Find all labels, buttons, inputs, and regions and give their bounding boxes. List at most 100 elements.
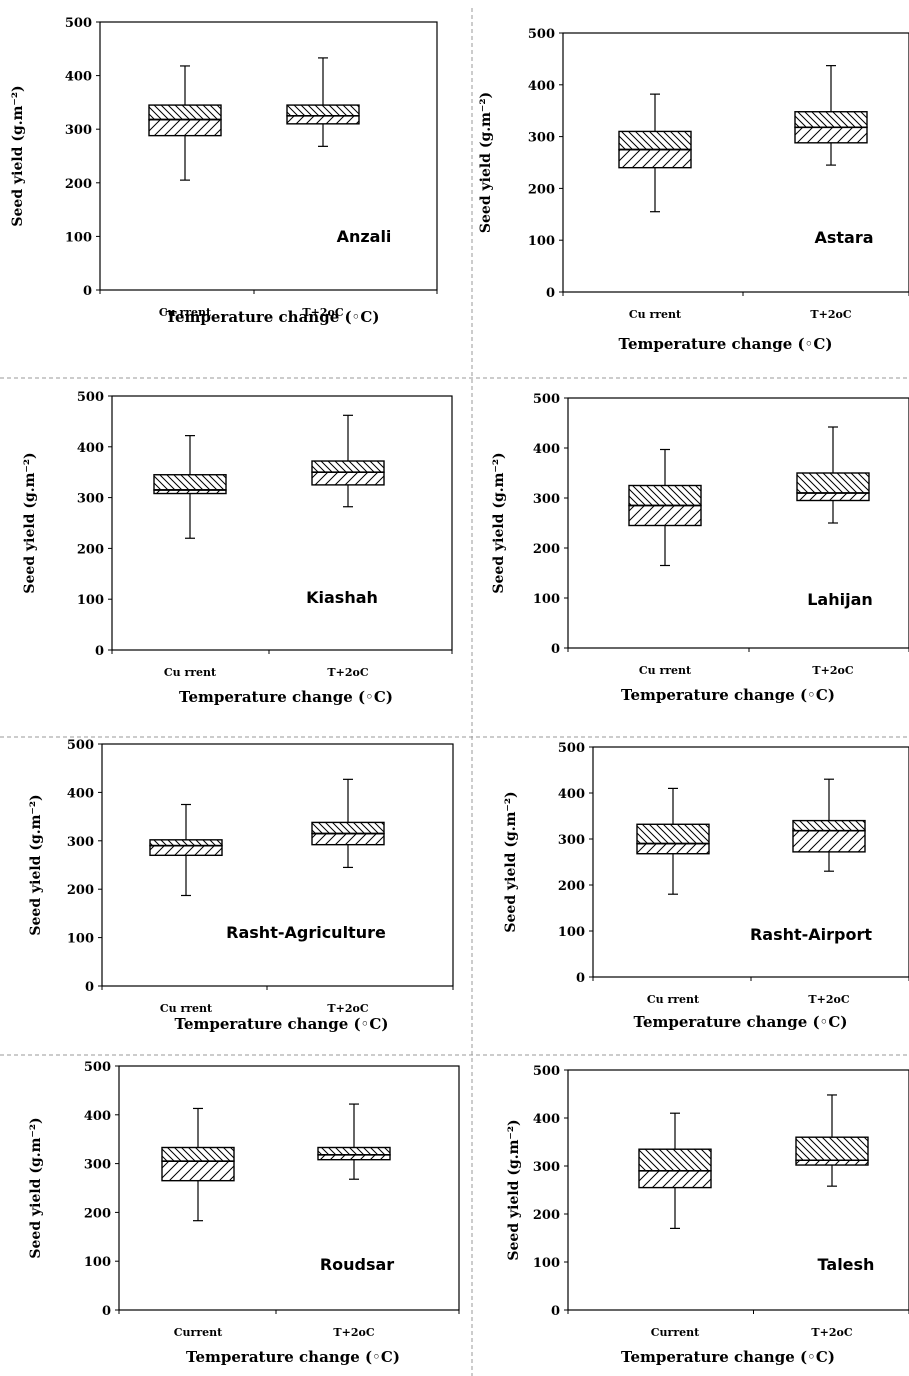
x-tick-label: T+2oC (333, 1326, 374, 1339)
boxplot-panel-lahijan: 0 100 200 300 400 500 Cu rrent T+2oC Lahijan Temp… (491, 392, 909, 704)
site-label: Roudsar (320, 1255, 394, 1274)
y-axis-title: Seed yield (g.m⁻²) (28, 1117, 44, 1258)
y-tick-label: 200 (533, 1208, 560, 1223)
x-tick-label: Current (174, 1326, 223, 1339)
x-tick-label: T+2oC (811, 1326, 852, 1339)
y-tick-label: 200 (65, 177, 92, 192)
y-tick-label: 300 (528, 131, 555, 146)
x-tick-label: Cu rrent (160, 1002, 213, 1015)
box-current (148, 65, 222, 181)
y-tick-label: 500 (65, 16, 92, 31)
x-axis-title: Temperature change (◦C) (166, 308, 380, 326)
y-tick-label: 0 (551, 642, 560, 657)
box-current (628, 448, 702, 567)
y-tick-label: 400 (533, 442, 560, 457)
y-tick-label: 200 (533, 542, 560, 557)
boxplot-panel-rasht-airport: 0 100 200 300 400 500 Cu rrent T+2oC Rasht-Airpo… (503, 741, 909, 1031)
box-upper-quartile (794, 111, 868, 128)
box-lower-quartile (148, 118, 222, 137)
y-axis-title: Seed yield (g.m⁻²) (503, 791, 519, 932)
x-axis-title: Temperature change (◦C) (175, 1015, 389, 1033)
box-lower-quartile (286, 115, 360, 125)
site-label: Rasht-Agriculture (226, 923, 386, 942)
x-tick-label: Cu rrent (647, 993, 700, 1006)
box-upper-quartile (161, 1146, 235, 1162)
x-tick-label: T+2oC (302, 306, 343, 319)
x-axis-title: Temperature change (◦C) (621, 1348, 835, 1366)
box-lower-quartile (638, 1170, 712, 1189)
box-current (618, 93, 692, 213)
x-axis-title: Temperature change (◦C) (186, 1348, 400, 1366)
box-upper-quartile (618, 130, 692, 151)
y-tick-label: 500 (558, 741, 585, 756)
y-tick-label: 0 (95, 644, 104, 659)
plot-area (101, 743, 454, 987)
y-tick-label: 0 (102, 1304, 111, 1319)
box-upper-quartile (796, 472, 870, 494)
box-lower-quartile (311, 471, 385, 486)
boxplot-panel-roudsar: 0 100 200 300 400 500 Current T+2oC Roudsar Tempe… (28, 1060, 460, 1366)
box-upper-quartile (149, 839, 223, 847)
site-label: Anzali (337, 227, 392, 246)
y-axis-title: Seed yield (g.m⁻²) (478, 92, 494, 233)
box-t+2oc (796, 426, 870, 524)
y-tick-label: 300 (65, 123, 92, 138)
y-tick-label: 100 (65, 230, 92, 245)
y-tick-label: 300 (77, 492, 104, 507)
panel-dividers (0, 8, 909, 1376)
box-upper-quartile (311, 821, 385, 835)
box-upper-quartile (311, 460, 385, 473)
box-upper-quartile (795, 1136, 869, 1161)
y-axis-title: Seed yield (g.m⁻²) (10, 85, 26, 226)
x-tick-label: T+2oC (810, 308, 851, 321)
box-lower-quartile (618, 148, 692, 169)
y-tick-label: 200 (77, 542, 104, 557)
y-tick-label: 400 (65, 70, 92, 85)
box-lower-quartile (796, 492, 870, 502)
y-tick-label: 100 (528, 234, 555, 249)
y-tick-label: 200 (558, 879, 585, 894)
y-tick-label: 100 (533, 592, 560, 607)
box-upper-quartile (636, 823, 710, 845)
y-tick-label: 500 (533, 392, 560, 407)
box-lower-quartile (161, 1160, 235, 1182)
y-tick-label: 400 (67, 786, 94, 801)
site-label: Lahijan (807, 590, 873, 609)
box-t+2oc (311, 778, 385, 869)
y-tick-label: 100 (558, 925, 585, 940)
box-upper-quartile (286, 104, 360, 117)
box-lower-quartile (794, 126, 868, 144)
y-tick-label: 400 (533, 1112, 560, 1127)
y-tick-label: 400 (77, 441, 104, 456)
box-current (153, 435, 227, 539)
y-tick-label: 300 (533, 492, 560, 507)
y-tick-label: 0 (551, 1304, 560, 1319)
y-axis-title: Seed yield (g.m⁻²) (506, 1119, 522, 1260)
box-upper-quartile (628, 484, 702, 507)
y-tick-label: 300 (84, 1158, 111, 1173)
y-tick-label: 500 (67, 738, 94, 753)
box-upper-quartile (153, 474, 227, 491)
boxplot-panel-talesh: 0 100 200 300 400 500 Current T+2oC Talesh Temper… (506, 1064, 909, 1366)
x-axis-title: Temperature change (◦C) (621, 686, 835, 704)
x-tick-label: Cu rrent (629, 308, 682, 321)
y-tick-label: 400 (84, 1109, 111, 1124)
boxplot-panel-astara: 0 100 200 300 400 500 Cu rrent T+2oC Astara Tempe… (478, 27, 909, 353)
x-tick-label: T+2oC (327, 1002, 368, 1015)
box-t+2oc (794, 65, 868, 166)
y-tick-label: 0 (546, 286, 555, 301)
plot-area (562, 32, 909, 293)
box-t+2oc (792, 778, 866, 872)
x-axis-title: Temperature change (◦C) (634, 1013, 848, 1031)
site-label: Kiashah (306, 588, 378, 607)
x-tick-label: Cu rrent (159, 306, 212, 319)
plot-area (118, 1065, 460, 1311)
box-lower-quartile (311, 832, 385, 846)
box-upper-quartile (317, 1146, 391, 1156)
y-axis-title: Seed yield (g.m⁻²) (28, 794, 44, 935)
y-tick-label: 0 (83, 284, 92, 299)
box-current (149, 803, 223, 897)
site-label: Talesh (818, 1255, 875, 1274)
y-tick-label: 500 (77, 390, 104, 405)
